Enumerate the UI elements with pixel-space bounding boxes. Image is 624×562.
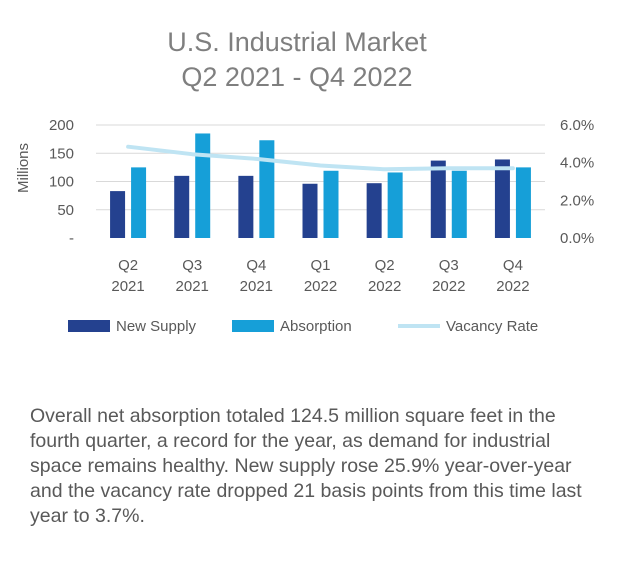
- y-tick-label: -: [69, 230, 74, 247]
- x-tick-quarter: Q3: [439, 257, 459, 274]
- y2-tick-label: 2.0%: [560, 192, 594, 209]
- legend-label-vacancy-rate: Vacancy Rate: [446, 318, 538, 335]
- x-axis-ticks: Q2 2021 Q3 2021 Q4 2021 Q1 2022 Q2 2022 Q3 2022 Q4 20…: [111, 257, 529, 295]
- absorption-bar: [323, 170, 339, 238]
- legend-label-new-supply: New Supply: [116, 318, 197, 335]
- x-tick-year: 2022: [304, 278, 337, 295]
- x-tick-quarter: Q2: [118, 257, 138, 274]
- y-tick-label: 150: [49, 145, 74, 162]
- new-supply-bar: [302, 183, 318, 238]
- chart-title-line1: U.S. Industrial Market: [167, 27, 427, 57]
- y-tick-label: 50: [57, 202, 74, 219]
- absorption-bar: [387, 172, 403, 238]
- x-tick-quarter: Q4: [503, 257, 523, 274]
- new-supply-bar: [174, 175, 190, 238]
- new-supply-bar: [110, 191, 126, 238]
- x-tick-quarter: Q2: [375, 257, 395, 274]
- y-tick-label: 100: [49, 174, 74, 191]
- x-tick-quarter: Q1: [310, 257, 330, 274]
- chart-title-line2: Q2 2021 - Q4 2022: [181, 62, 412, 92]
- absorption-bar: [515, 167, 531, 238]
- x-tick-year: 2022: [496, 278, 529, 295]
- absorption-bar: [451, 170, 467, 238]
- new-supply-bar: [430, 160, 446, 238]
- industrial-market-chart: U.S. Industrial Market Q2 2021 - Q4 2022…: [15, 27, 594, 335]
- bars: [110, 133, 531, 238]
- caption-text: Overall net absorption totaled 124.5 mil…: [30, 405, 582, 527]
- y2-tick-label: 6.0%: [560, 117, 594, 134]
- x-tick-year: 2022: [432, 278, 465, 295]
- absorption-bar: [131, 167, 147, 238]
- absorption-bar: [259, 140, 275, 238]
- legend: New Supply Absorption Vacancy Rate: [68, 318, 538, 335]
- y-axis-label: Millions: [15, 143, 32, 193]
- x-tick-year: 2021: [240, 278, 273, 295]
- new-supply-bar: [366, 183, 382, 238]
- y2-tick-label: 0.0%: [560, 230, 594, 247]
- x-tick-quarter: Q3: [182, 257, 202, 274]
- new-supply-bar: [238, 175, 254, 238]
- y-tick-label: 200: [49, 117, 74, 134]
- x-tick-year: 2022: [368, 278, 401, 295]
- absorption-bar: [195, 133, 211, 238]
- x-tick-quarter: Q4: [246, 257, 266, 274]
- y-axis-ticks: - 50 100 150 200: [49, 117, 74, 247]
- y2-axis-ticks: 0.0% 2.0% 4.0% 6.0%: [560, 117, 594, 247]
- vacancy-line: [126, 144, 515, 172]
- x-tick-year: 2021: [176, 278, 209, 295]
- legend-label-absorption: Absorption: [280, 318, 352, 335]
- vacancy-rate-line: [126, 144, 515, 172]
- legend-swatch-absorption: [232, 320, 274, 332]
- y2-tick-label: 4.0%: [560, 155, 594, 172]
- new-supply-bar: [494, 159, 510, 238]
- x-tick-year: 2021: [111, 278, 144, 295]
- legend-swatch-new-supply: [68, 320, 110, 332]
